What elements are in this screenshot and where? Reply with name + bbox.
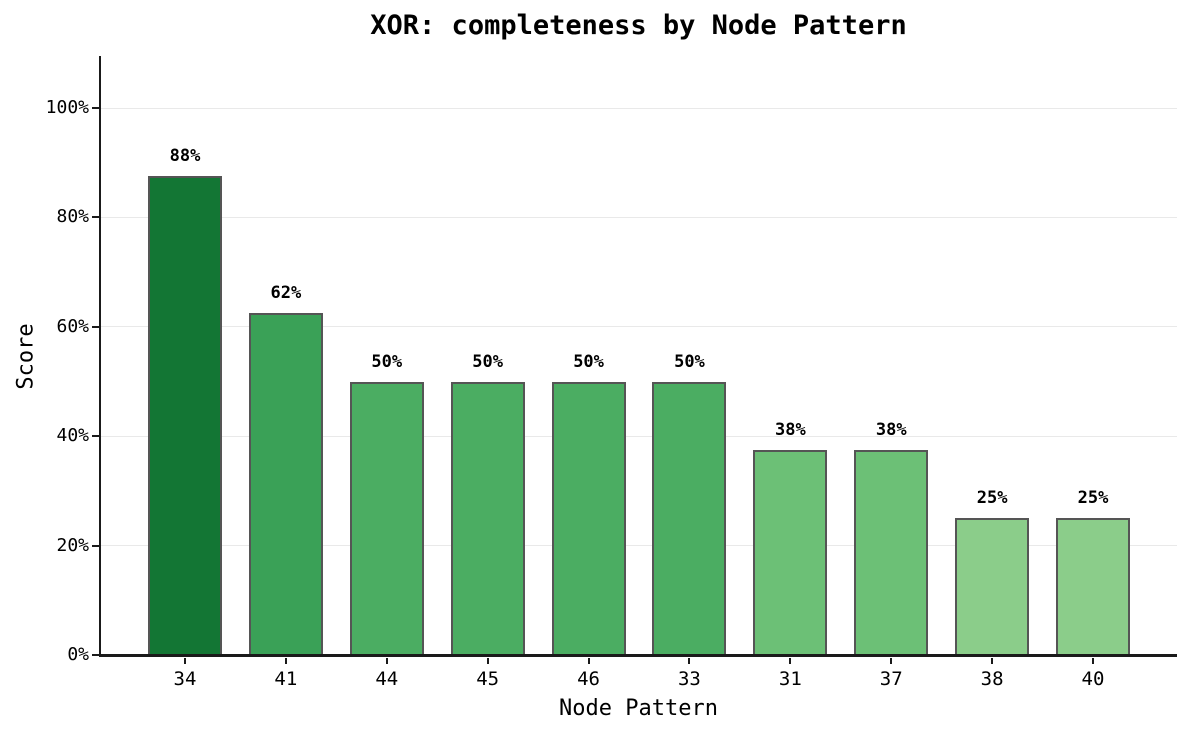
bar — [753, 449, 828, 655]
bar-value-label: 25% — [1077, 488, 1109, 509]
bar-value-label: 50% — [674, 351, 705, 372]
x-tick-label: 37 — [879, 668, 903, 690]
y-tick-label: 40% — [56, 425, 89, 447]
plot-area: 0% 20% 40% 60% 80% 100% 88% 34 62% 41 50% 44 50% 45 50… — [46, 57, 1177, 690]
x-tick-label: 44 — [375, 668, 399, 690]
x-tick-mark — [890, 658, 893, 664]
bar-value-label: 50% — [371, 351, 403, 372]
x-tick-label: 33 — [677, 668, 701, 690]
y-tick-mark — [92, 654, 99, 656]
bar-value-label: 62% — [270, 283, 302, 304]
bar — [652, 381, 727, 655]
y-tick-label: 60% — [56, 315, 89, 337]
x-tick-mark — [284, 658, 287, 664]
y-tick-mark — [92, 435, 99, 438]
y-tick-label: 80% — [56, 206, 89, 228]
gridline — [100, 216, 1177, 218]
y-tick-mark — [92, 107, 99, 109]
x-tick-mark — [688, 658, 691, 664]
x-tick-label: 31 — [778, 668, 802, 690]
x-axis-label: Node Pattern — [559, 696, 718, 721]
bar-value-label: 38% — [774, 419, 806, 440]
x-axis-spine — [99, 654, 1177, 657]
bar — [955, 518, 1030, 655]
gridline — [100, 435, 1177, 437]
bar-value-label: 50% — [472, 351, 504, 372]
bar-value-label: 88% — [169, 146, 201, 167]
y-tick-label: 0% — [67, 644, 89, 665]
y-tick-label: 100% — [45, 97, 89, 118]
x-tick-mark — [184, 658, 186, 664]
bar-value-label: 50% — [573, 351, 604, 372]
bar — [148, 176, 222, 655]
bar — [551, 381, 626, 655]
bar — [450, 381, 525, 655]
x-tick-mark — [789, 658, 792, 664]
chart-title: XOR: completeness by Node Pattern — [370, 10, 907, 41]
x-tick-label: 40 — [1081, 668, 1105, 690]
x-tick-label: 45 — [476, 668, 500, 690]
gridline — [100, 326, 1177, 328]
bar — [248, 313, 323, 655]
x-tick-label: 46 — [577, 668, 600, 690]
bar-value-label: 25% — [976, 488, 1008, 509]
x-tick-label: 34 — [173, 668, 197, 690]
y-tick-mark — [92, 544, 99, 547]
y-tick-label: 20% — [56, 534, 89, 556]
x-tick-mark — [385, 658, 388, 664]
y-axis-label-container: Score — [6, 57, 46, 655]
x-tick-mark — [1092, 658, 1094, 664]
x-tick-mark — [587, 658, 590, 664]
y-axis-spine — [99, 56, 101, 657]
bar — [349, 381, 424, 655]
gridline — [100, 545, 1177, 547]
x-tick-mark — [991, 658, 994, 664]
bar — [1056, 518, 1130, 655]
y-tick-mark — [92, 216, 99, 219]
x-tick-label: 41 — [274, 668, 298, 690]
bar-value-label: 38% — [875, 419, 907, 440]
gridline — [100, 107, 1177, 109]
bar — [854, 449, 929, 655]
y-tick-mark — [92, 325, 99, 328]
x-tick-mark — [486, 658, 489, 664]
x-tick-label: 38 — [980, 668, 1004, 690]
